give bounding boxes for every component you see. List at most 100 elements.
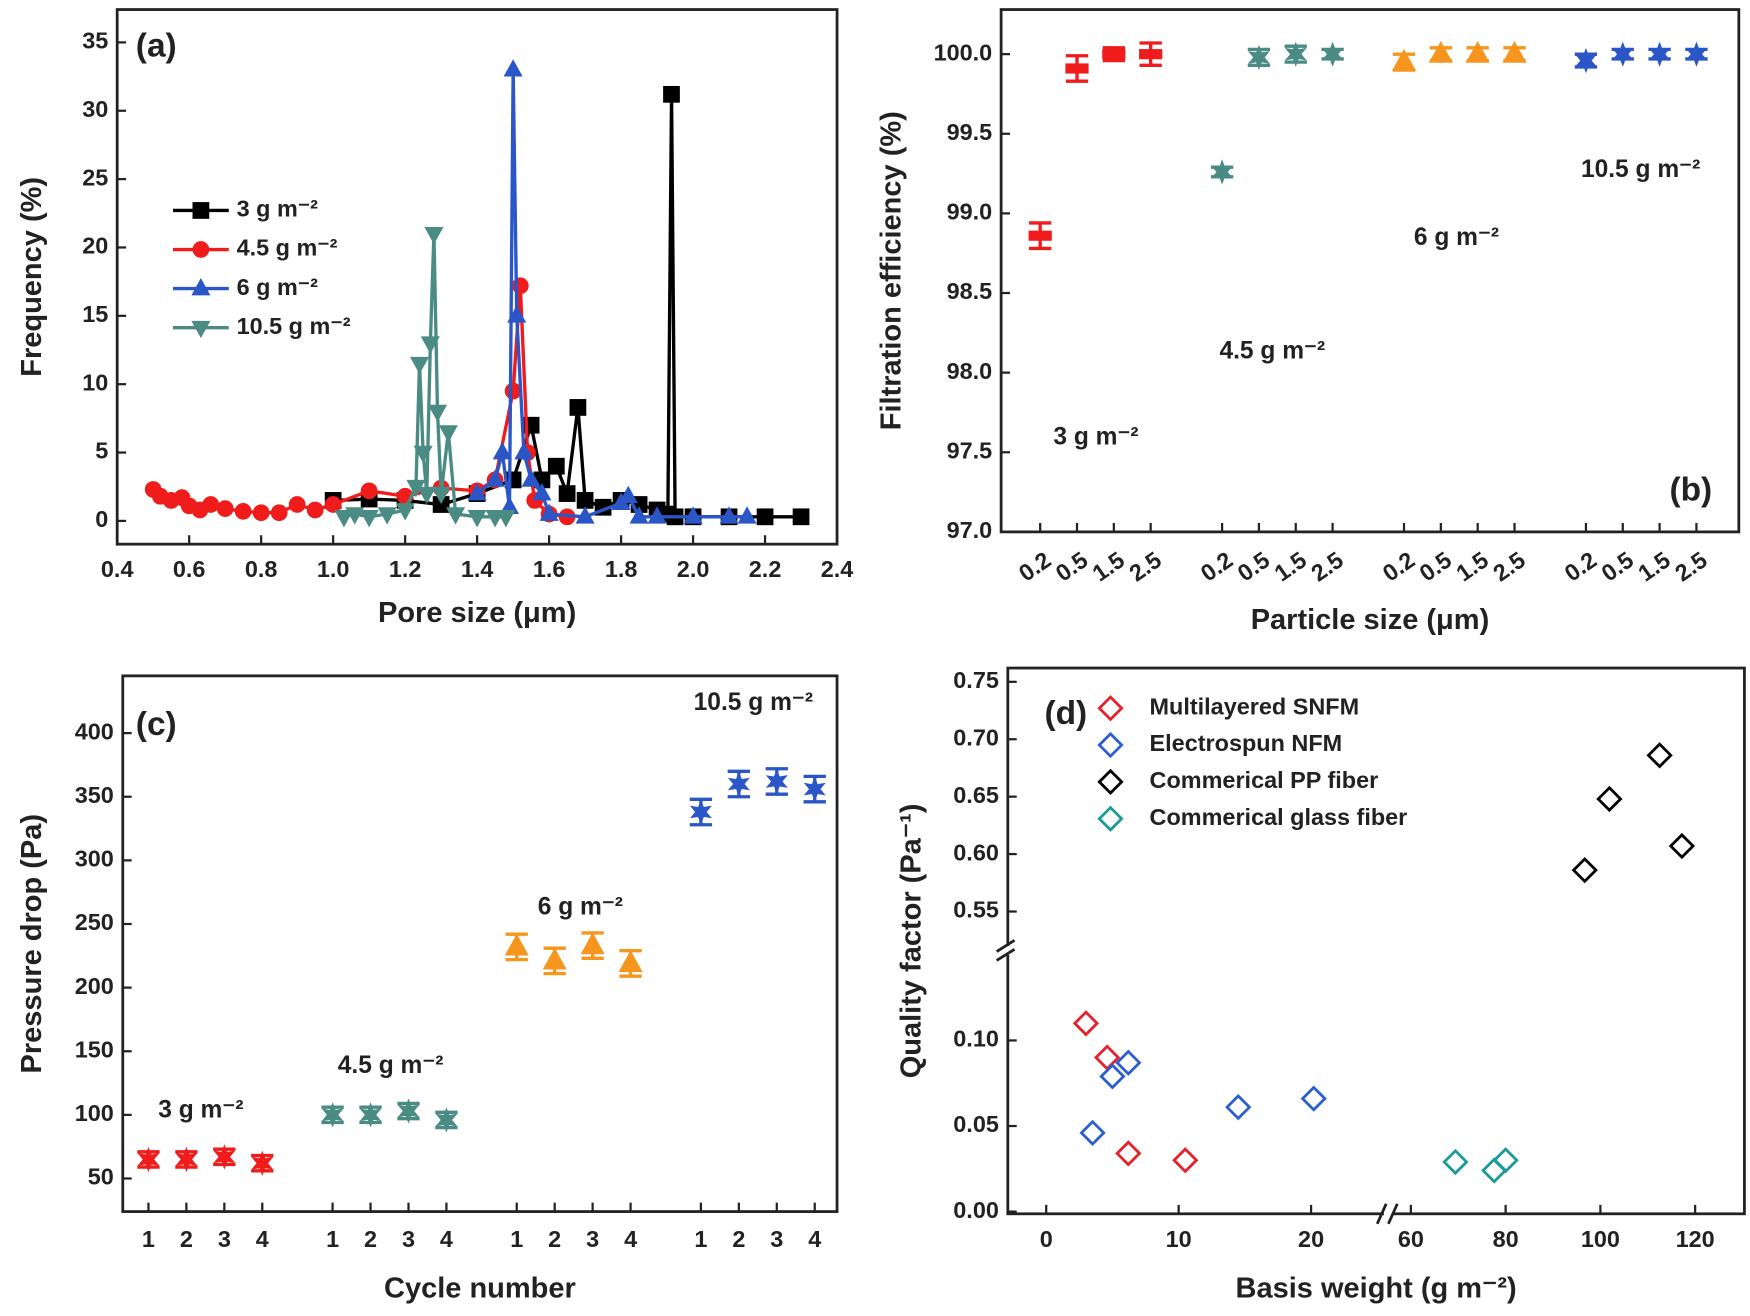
annotation: 6 g m⁻² — [1414, 224, 1499, 251]
marker — [575, 506, 595, 524]
legend-marker — [1097, 768, 1124, 796]
legend-label: 6 g m⁻² — [237, 274, 319, 300]
x-tick-label: 20 — [1298, 1226, 1324, 1252]
y-tick-label: 350 — [75, 782, 114, 808]
break-mark — [1375, 1203, 1388, 1225]
x-tick-label: 1 — [326, 1226, 339, 1252]
y-tick-label: 250 — [75, 909, 114, 935]
marker — [321, 1102, 344, 1128]
legend-label: Electrospun NFM — [1150, 730, 1343, 756]
marker — [1685, 41, 1708, 67]
panel-label: (b) — [1669, 472, 1712, 509]
plot-frame — [999, 8, 1741, 534]
x-tick-label: 2.2 — [749, 556, 782, 582]
marker — [569, 399, 587, 416]
marker — [485, 469, 505, 487]
marker — [1646, 742, 1673, 769]
marker — [1028, 230, 1052, 241]
marker — [216, 500, 234, 517]
marker — [427, 404, 448, 423]
marker — [689, 799, 712, 825]
y-tick-label: 5 — [95, 438, 108, 464]
marker — [580, 932, 605, 955]
marker — [1065, 63, 1089, 74]
marker — [1648, 41, 1671, 67]
marker — [504, 382, 522, 400]
x-tick-label: 1.6 — [533, 556, 566, 582]
y-tick-label: 99.5 — [947, 119, 993, 145]
marker — [1247, 44, 1270, 70]
legend-marker — [1097, 695, 1124, 722]
break-mark — [1387, 1203, 1399, 1225]
legend-label: 10.5 g m⁻² — [237, 313, 351, 339]
marker — [496, 510, 516, 528]
marker — [1300, 1085, 1327, 1112]
marker — [420, 336, 440, 354]
marker — [503, 59, 523, 77]
marker — [576, 492, 594, 509]
marker — [438, 425, 458, 443]
marker — [345, 507, 365, 525]
y-tick-label: 10 — [82, 369, 108, 395]
annotation: 3 g m⁻² — [1053, 424, 1138, 451]
marker — [1428, 40, 1453, 63]
marker — [1596, 785, 1623, 813]
marker — [1225, 1094, 1252, 1121]
x-tick-label: 0.4 — [101, 556, 134, 582]
break-mark — [995, 948, 1016, 962]
x-tick-label: 1 — [142, 1226, 155, 1252]
y-tick-label: 0.00 — [953, 1197, 999, 1223]
break-gap — [1001, 945, 1015, 955]
x-tick-label: 10 — [1166, 1226, 1192, 1252]
x-axis-title: Basis weight (g m⁻²) — [1236, 1272, 1517, 1304]
marker — [756, 508, 774, 526]
x-tick-label: 1 — [510, 1226, 523, 1252]
marker — [727, 771, 750, 797]
marker — [1211, 159, 1234, 185]
y-tick-label: 50 — [88, 1164, 114, 1190]
x-tick-label: 4 — [808, 1226, 821, 1252]
y-tick-label: 300 — [75, 846, 114, 872]
marker — [359, 510, 379, 528]
y-tick-label: 0.05 — [953, 1111, 999, 1137]
y-axis-title: Quality factor (Pa⁻¹) — [896, 804, 928, 1079]
x-tick-label: 4 — [440, 1226, 453, 1252]
y-tick-label: 200 — [75, 973, 114, 999]
marker — [532, 483, 552, 501]
marker — [803, 776, 826, 802]
marker — [663, 85, 680, 103]
marker — [647, 506, 667, 524]
marker — [1115, 1049, 1142, 1076]
x-tick-label: 2 — [364, 1226, 377, 1252]
marker — [507, 305, 527, 323]
y-tick-label: 0.55 — [953, 897, 999, 923]
marker — [558, 485, 576, 502]
marker — [467, 510, 487, 528]
x-tick-label: 2.0 — [677, 556, 710, 582]
x-tick-label: 1.8 — [605, 556, 638, 582]
marker — [1079, 1119, 1106, 1146]
marker — [1571, 857, 1598, 884]
marker — [324, 496, 342, 513]
marker — [547, 457, 565, 475]
legend-label: 3 g m⁻² — [237, 196, 319, 222]
marker — [737, 506, 757, 524]
y-tick-label: 150 — [75, 1036, 114, 1062]
x-tick-label: 0.8 — [245, 556, 278, 582]
x-tick-label: 120 — [1676, 1226, 1715, 1252]
y-tick-label: 97.0 — [947, 517, 993, 543]
marker — [288, 496, 306, 513]
x-tick-label: 60 — [1398, 1226, 1424, 1252]
marker — [213, 1144, 236, 1170]
marker — [1102, 49, 1126, 60]
marker — [1392, 48, 1417, 71]
x-tick-label: 0 — [1040, 1226, 1053, 1252]
marker — [359, 1102, 382, 1128]
marker — [1284, 41, 1307, 67]
marker — [1492, 1147, 1519, 1174]
panel-label: (a) — [136, 27, 177, 64]
legend-marker — [192, 202, 210, 219]
marker — [306, 501, 324, 519]
